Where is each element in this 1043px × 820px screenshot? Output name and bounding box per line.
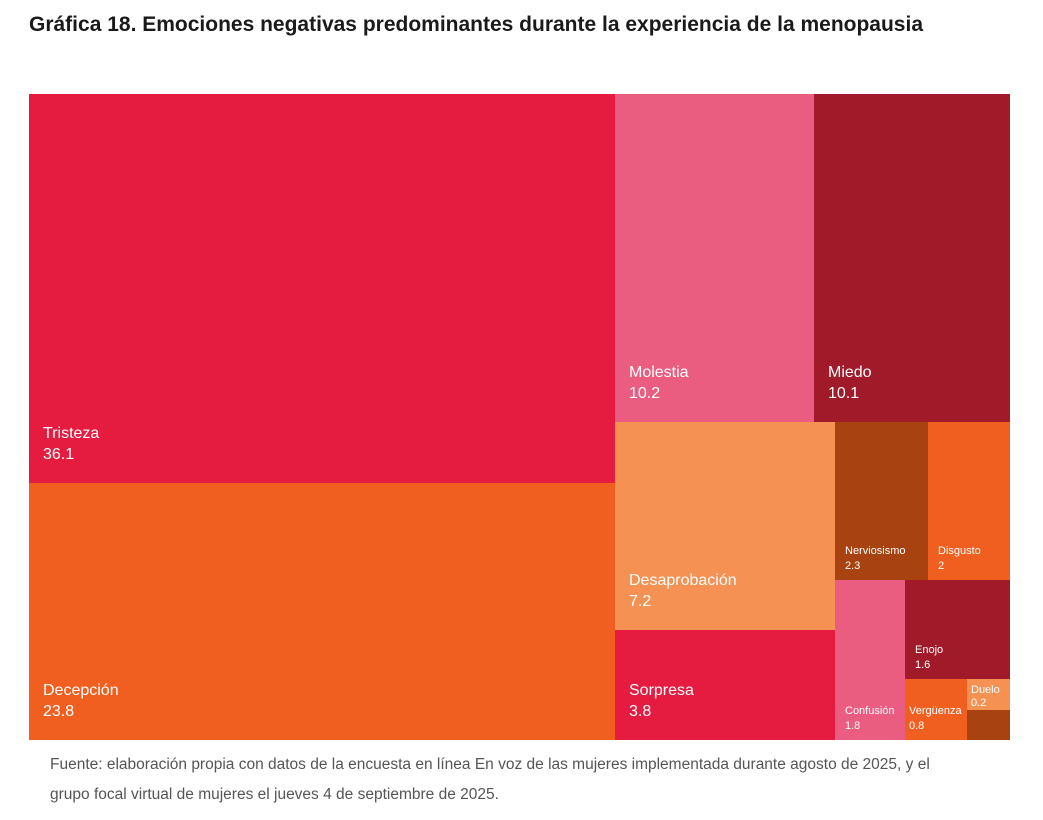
- treemap-label-desaprobacion: Desaprobación 7.2: [629, 571, 737, 613]
- treemap-label-duelo: Duelo 0.2: [971, 684, 1000, 711]
- treemap-cell-decepcion: Decepción 23.8: [29, 483, 615, 740]
- treemap-cell-confusion: Confusión 1.8: [835, 580, 905, 740]
- treemap-label-name: Nerviosismo: [845, 545, 906, 558]
- treemap-label-value: 3.8: [629, 703, 652, 721]
- treemap-label-value: 0.8: [909, 719, 925, 732]
- treemap-label-value: 36.1: [43, 446, 75, 464]
- source-note: Fuente: elaboración propia con datos de …: [50, 756, 930, 803]
- treemap-cell-nerviosismo: Nerviosismo 2.3: [835, 422, 928, 580]
- treemap-label-value: 1.8: [845, 719, 861, 732]
- treemap-label-name: Enojo: [915, 644, 944, 657]
- treemap-label-name: Decepción: [43, 682, 119, 700]
- treemap-label-enojo: Enojo 1.6: [915, 643, 943, 672]
- treemap-label-confusion: Confusión 1.8: [845, 704, 895, 733]
- treemap-label-value: 23.8: [43, 703, 75, 721]
- treemap-label-sorpresa: Sorpresa 3.8: [629, 681, 694, 723]
- treemap-label-disgusto: Disgusto 2: [938, 544, 981, 573]
- treemap-label-molestia: Molestia 10.2: [629, 363, 689, 405]
- treemap-cell-miedo: Miedo 10.1: [814, 94, 1010, 422]
- treemap-label-miedo: Miedo 10.1: [828, 363, 872, 405]
- treemap-cell-duelo: Duelo 0.2: [967, 679, 1010, 710]
- treemap-cell-sorpresa: Sorpresa 3.8: [615, 630, 835, 740]
- treemap-chart: Tristeza 36.1 Decepción 23.8 Molestia 10.2 Mie…: [29, 94, 1010, 740]
- treemap-cell-otros: [967, 710, 1010, 740]
- treemap-label-name: Confusión: [845, 705, 895, 718]
- treemap-cell-desaprobacion: Desaprobación 7.2: [615, 422, 835, 630]
- treemap-label-name: Duelo: [971, 683, 1000, 696]
- treemap-label-value: 1.6: [915, 658, 931, 671]
- treemap-label-verguenza: Vergüenza 0.8: [909, 704, 962, 733]
- treemap-cell-tristeza: Tristeza 36.1: [29, 94, 615, 483]
- treemap-cell-molestia: Molestia 10.2: [615, 94, 814, 422]
- treemap-label-value: 10.2: [629, 385, 661, 403]
- treemap-label-nerviosismo: Nerviosismo 2.3: [845, 544, 906, 573]
- treemap-cell-enojo: Enojo 1.6: [905, 580, 1010, 679]
- treemap-label-tristeza: Tristeza 36.1: [43, 424, 99, 466]
- treemap-label-value: 0.2: [971, 697, 987, 710]
- treemap-label-name: Tristeza: [43, 425, 100, 443]
- treemap-label-name: Vergüenza: [909, 705, 962, 718]
- treemap-cell-disgusto: Disgusto 2: [928, 422, 1010, 580]
- treemap-label-name: Miedo: [828, 364, 872, 382]
- chart-title: Gráfica 18. Emociones negativas predomin…: [29, 13, 923, 36]
- treemap-label-value: 7.2: [629, 593, 652, 611]
- treemap-label-value: 2.3: [845, 559, 861, 572]
- treemap-label-name: Sorpresa: [629, 682, 694, 700]
- treemap-cell-verguenza: Vergüenza 0.8: [905, 679, 967, 740]
- treemap-label-decepcion: Decepción 23.8: [43, 681, 119, 723]
- treemap-label-name: Molestia: [629, 364, 689, 382]
- treemap-label-name: Disgusto: [938, 545, 981, 558]
- treemap-label-name: Desaprobación: [629, 572, 737, 590]
- treemap-label-value: 10.1: [828, 385, 860, 403]
- treemap-label-value: 2: [938, 559, 945, 572]
